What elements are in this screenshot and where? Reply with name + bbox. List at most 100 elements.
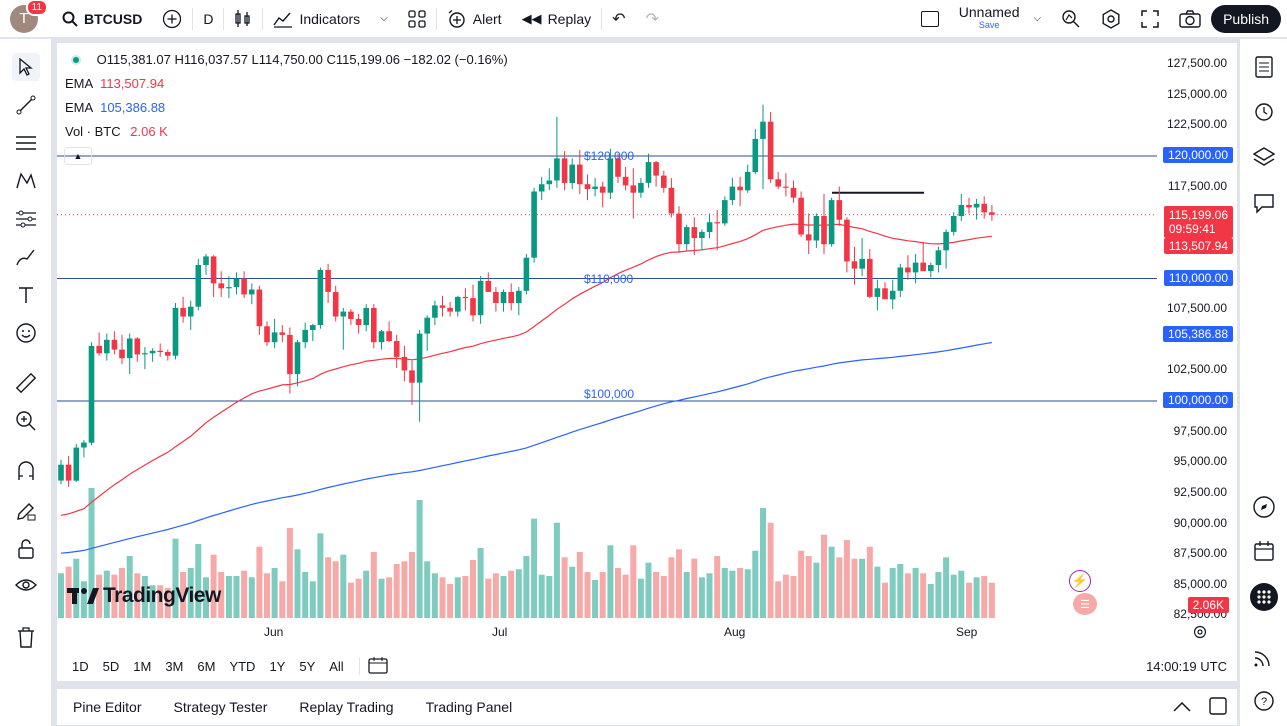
alert-button[interactable]: Alert xyxy=(437,0,512,38)
remove-drawings-button[interactable] xyxy=(12,624,40,652)
symbol-name: BTCUSD xyxy=(84,10,143,27)
settings-button[interactable] xyxy=(1091,0,1131,38)
candle-body xyxy=(248,289,255,295)
range-3m[interactable]: 3M xyxy=(165,658,184,674)
range-5y[interactable]: 5Y xyxy=(299,658,316,674)
tab-pine-editor[interactable]: Pine Editor xyxy=(73,699,142,715)
snapshot-button[interactable] xyxy=(1169,0,1211,38)
pattern-icon xyxy=(16,172,36,189)
search-icon xyxy=(62,11,78,27)
redo-button[interactable]: ↷ xyxy=(636,0,669,38)
range-1d[interactable]: 1D xyxy=(72,658,89,674)
text-icon xyxy=(19,287,33,303)
candle-body xyxy=(615,158,621,177)
range-all[interactable]: All xyxy=(329,658,344,674)
publish-button[interactable]: Publish xyxy=(1211,4,1281,33)
volume-bar xyxy=(111,574,118,618)
help-button[interactable]: ? xyxy=(1250,687,1278,715)
volume-bar xyxy=(546,576,553,618)
ideas-stream-button[interactable] xyxy=(1250,493,1278,521)
ema-fast-line xyxy=(60,223,992,516)
indicators-button[interactable]: Indicators ⌵ xyxy=(263,0,397,38)
products-button[interactable] xyxy=(1250,583,1278,611)
brush-tool-button[interactable] xyxy=(12,243,40,271)
replay-button[interactable]: ◀◀ Replay xyxy=(512,0,602,38)
text-tool-button[interactable] xyxy=(12,281,40,309)
candle-body xyxy=(516,290,522,304)
emoji-tool-button[interactable] xyxy=(12,319,40,347)
pattern-tool-button[interactable] xyxy=(12,167,40,195)
range-ytd[interactable]: YTD xyxy=(229,658,256,674)
undo-button[interactable]: ↶ xyxy=(602,0,635,38)
hide-drawings-button[interactable] xyxy=(12,571,40,599)
layouts-button[interactable] xyxy=(398,0,436,38)
interval-button[interactable]: D xyxy=(193,0,223,38)
range-5d[interactable]: 5D xyxy=(102,658,120,674)
event-icon-lightning[interactable]: ⚡ xyxy=(1069,570,1091,592)
volume-bar xyxy=(843,540,850,618)
candle-body xyxy=(981,203,987,213)
collapse-legend-button[interactable]: ▲ xyxy=(64,147,92,165)
price-chart[interactable] xyxy=(57,43,1237,649)
utc-clock[interactable]: 14:00:19 UTC xyxy=(1146,658,1227,674)
range-6m[interactable]: 6M xyxy=(197,658,216,674)
collapse-panel-button[interactable] xyxy=(1173,700,1191,715)
candle-body xyxy=(599,186,606,193)
volume-bar xyxy=(233,576,240,618)
candle-body xyxy=(65,464,72,481)
volume-bar xyxy=(286,528,293,618)
ema-legend-2[interactable]: EMA 105,386.88 xyxy=(65,100,165,115)
candle-body xyxy=(264,326,270,343)
ema-legend-1[interactable]: EMA 113,507.94 xyxy=(65,76,164,91)
zoom-tool-button[interactable] xyxy=(12,407,40,435)
avatar-letter: T xyxy=(19,10,29,27)
fib-tool-button[interactable] xyxy=(12,129,40,157)
fullscreen-button[interactable] xyxy=(1131,0,1169,38)
chart-type-button[interactable] xyxy=(224,0,262,38)
axis-settings-button[interactable] xyxy=(1193,625,1207,642)
watchlist-button[interactable] xyxy=(1250,53,1278,81)
go-to-date-button[interactable] xyxy=(368,656,388,677)
candle-body xyxy=(706,222,713,232)
lock-drawings-button[interactable] xyxy=(12,535,40,563)
cursor-tool-button[interactable] xyxy=(12,53,40,81)
trash-icon xyxy=(18,627,34,648)
signal-button[interactable] xyxy=(1250,643,1278,671)
magnet-tool-button[interactable] xyxy=(12,457,40,485)
range-1y[interactable]: 1Y xyxy=(269,658,286,674)
price-axis[interactable]: 127,500.00 125,000.00 122,500.00 117,500.00… xyxy=(1157,43,1237,649)
ema-label: EMA xyxy=(65,100,93,115)
volume-bar xyxy=(80,581,87,618)
compare-symbol-button[interactable] xyxy=(152,0,192,38)
candle-body xyxy=(340,311,347,317)
candle-body xyxy=(630,185,637,193)
volume-bar xyxy=(279,581,286,618)
time-axis[interactable]: Jun Jul Aug Sep xyxy=(57,621,1157,649)
measure-tool-button[interactable] xyxy=(12,369,40,397)
volume-bar xyxy=(698,577,705,618)
layout-select[interactable]: Unnamed Save ⌵ xyxy=(911,0,1051,38)
tab-strategy-tester[interactable]: Strategy Tester xyxy=(173,699,268,715)
tab-replay-trading[interactable]: Replay Trading xyxy=(299,699,394,715)
stay-in-drawing-button[interactable] xyxy=(12,497,40,525)
chart-pane[interactable]: O115,381.07 H116,037.57 L114,750.00 C115… xyxy=(56,42,1238,682)
symbol-search-button[interactable]: BTCUSD xyxy=(52,0,152,38)
range-1m[interactable]: 1M xyxy=(133,658,152,674)
calendar-button[interactable] xyxy=(1250,537,1278,565)
time-label-sep: Sep xyxy=(956,625,978,639)
object-tree-button[interactable] xyxy=(1250,143,1278,171)
volume-legend[interactable]: Vol · BTC 2.06 K xyxy=(65,124,168,139)
tab-trading-panel[interactable]: Trading Panel xyxy=(425,699,513,715)
chats-button[interactable] xyxy=(1250,189,1278,217)
forecast-tool-button[interactable] xyxy=(12,205,40,233)
volume-bar xyxy=(866,546,873,618)
alerts-panel-button[interactable] xyxy=(1250,97,1278,125)
quick-search-button[interactable] xyxy=(1051,0,1091,38)
avatar[interactable]: T 11 xyxy=(10,0,48,33)
maximize-panel-button[interactable] xyxy=(1209,696,1227,718)
volume-bar xyxy=(874,566,881,618)
volume-bar xyxy=(409,552,415,618)
volume-bar xyxy=(904,573,911,618)
event-icon-flag[interactable]: ☰ xyxy=(1073,593,1097,615)
trend-line-tool-button[interactable] xyxy=(12,91,40,119)
